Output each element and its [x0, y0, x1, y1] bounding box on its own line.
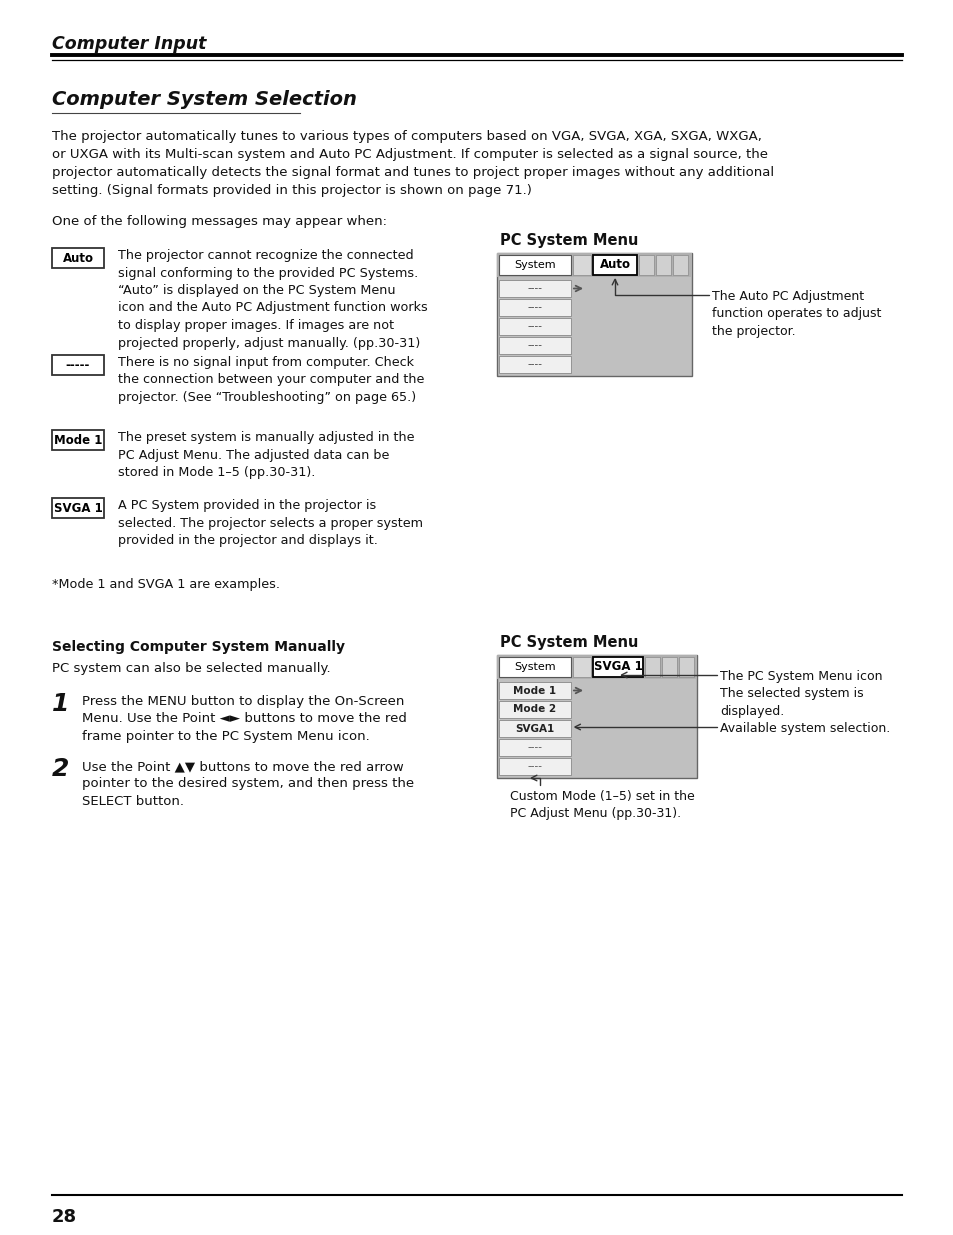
- Text: One of the following messages may appear when:: One of the following messages may appear…: [52, 215, 387, 228]
- Text: -----: -----: [66, 358, 91, 372]
- Text: System: System: [514, 261, 556, 270]
- Text: The Auto PC Adjustment
function operates to adjust
the projector.: The Auto PC Adjustment function operates…: [711, 290, 881, 338]
- Text: SVGA1: SVGA1: [515, 724, 554, 734]
- FancyBboxPatch shape: [661, 657, 677, 677]
- FancyBboxPatch shape: [497, 655, 697, 778]
- FancyBboxPatch shape: [498, 739, 571, 756]
- Text: ----: ----: [527, 742, 542, 752]
- Text: The preset system is manually adjusted in the
PC Adjust Menu. The adjusted data : The preset system is manually adjusted i…: [118, 431, 414, 479]
- Text: There is no signal input from computer. Check
the connection between your comput: There is no signal input from computer. …: [118, 356, 424, 404]
- Text: Custom Mode (1–5) set in the
PC Adjust Menu (pp.30-31).: Custom Mode (1–5) set in the PC Adjust M…: [510, 790, 694, 820]
- FancyBboxPatch shape: [498, 720, 571, 737]
- Text: The PC System Menu icon
The selected system is
displayed.: The PC System Menu icon The selected sys…: [720, 671, 882, 718]
- FancyBboxPatch shape: [498, 280, 571, 296]
- Text: The projector automatically tunes to various types of computers based on VGA, SV: The projector automatically tunes to var…: [52, 130, 773, 198]
- Text: Mode 2: Mode 2: [513, 704, 556, 715]
- FancyBboxPatch shape: [656, 254, 670, 275]
- Text: 1: 1: [52, 692, 70, 716]
- Text: SVGA 1: SVGA 1: [53, 501, 102, 515]
- FancyBboxPatch shape: [573, 254, 590, 275]
- Text: 28: 28: [52, 1208, 77, 1226]
- Text: PC System Menu: PC System Menu: [499, 635, 638, 650]
- Text: Press the MENU button to display the On-Screen
Menu. Use the Point ◄► buttons to: Press the MENU button to display the On-…: [82, 695, 406, 743]
- Text: *Mode 1 and SVGA 1 are examples.: *Mode 1 and SVGA 1 are examples.: [52, 578, 280, 592]
- FancyBboxPatch shape: [498, 299, 571, 316]
- FancyBboxPatch shape: [497, 253, 691, 277]
- FancyBboxPatch shape: [498, 254, 571, 275]
- Text: ----: ----: [527, 762, 542, 772]
- Text: Use the Point ▲▼ buttons to move the red arrow
pointer to the desired system, an: Use the Point ▲▼ buttons to move the red…: [82, 760, 414, 808]
- Text: ----: ----: [527, 321, 542, 331]
- FancyBboxPatch shape: [672, 254, 687, 275]
- FancyBboxPatch shape: [52, 498, 104, 517]
- FancyBboxPatch shape: [498, 356, 571, 373]
- FancyBboxPatch shape: [497, 253, 691, 375]
- Text: Mode 1: Mode 1: [53, 433, 102, 447]
- Text: Selecting Computer System Manually: Selecting Computer System Manually: [52, 640, 345, 655]
- Text: Computer System Selection: Computer System Selection: [52, 90, 356, 109]
- Text: Auto: Auto: [63, 252, 93, 264]
- Text: SVGA 1: SVGA 1: [593, 661, 641, 673]
- Text: PC System Menu: PC System Menu: [499, 233, 638, 248]
- FancyBboxPatch shape: [497, 655, 697, 679]
- FancyBboxPatch shape: [639, 254, 654, 275]
- Text: System: System: [514, 662, 556, 672]
- Text: Available system selection.: Available system selection.: [720, 722, 889, 735]
- FancyBboxPatch shape: [498, 657, 571, 677]
- FancyBboxPatch shape: [52, 354, 104, 375]
- FancyBboxPatch shape: [679, 657, 693, 677]
- FancyBboxPatch shape: [498, 701, 571, 718]
- FancyBboxPatch shape: [498, 317, 571, 335]
- Text: Auto: Auto: [598, 258, 630, 272]
- FancyBboxPatch shape: [593, 254, 637, 275]
- Text: A PC System provided in the projector is
selected. The projector selects a prope: A PC System provided in the projector is…: [118, 499, 422, 547]
- FancyBboxPatch shape: [52, 430, 104, 450]
- Text: 2: 2: [52, 757, 70, 781]
- FancyBboxPatch shape: [573, 657, 590, 677]
- FancyBboxPatch shape: [498, 337, 571, 354]
- Text: ----: ----: [527, 303, 542, 312]
- Text: ----: ----: [527, 341, 542, 351]
- FancyBboxPatch shape: [593, 657, 642, 677]
- Text: ----: ----: [527, 359, 542, 369]
- FancyBboxPatch shape: [498, 758, 571, 776]
- FancyBboxPatch shape: [498, 682, 571, 699]
- Text: The projector cannot recognize the connected
signal conforming to the provided P: The projector cannot recognize the conne…: [118, 249, 427, 350]
- Text: PC system can also be selected manually.: PC system can also be selected manually.: [52, 662, 331, 676]
- Text: Mode 1: Mode 1: [513, 685, 556, 695]
- FancyBboxPatch shape: [644, 657, 659, 677]
- Text: Computer Input: Computer Input: [52, 35, 206, 53]
- Text: ----: ----: [527, 284, 542, 294]
- FancyBboxPatch shape: [52, 248, 104, 268]
